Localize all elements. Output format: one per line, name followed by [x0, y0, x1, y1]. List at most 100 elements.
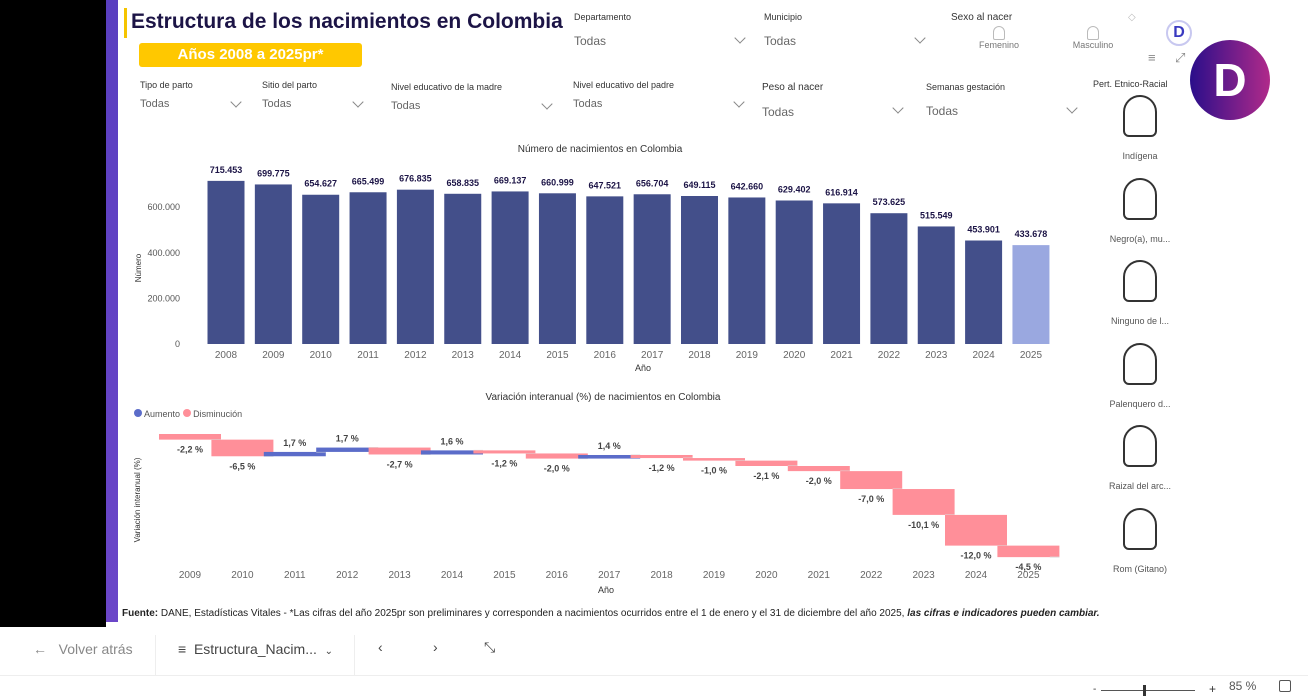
zoom-level: 85 %: [1229, 679, 1257, 693]
waterfall-bar: [211, 439, 274, 457]
filter-0[interactable]: Departamento Todas: [574, 12, 746, 48]
x-tick-label: 2024: [965, 570, 988, 581]
zoom-slider[interactable]: - +: [1093, 682, 1217, 696]
ethnic-option-0[interactable]: Indígena: [1100, 95, 1180, 161]
previous-page-button[interactable]: ‹: [378, 639, 383, 655]
filter-value: Todas: [573, 98, 603, 110]
ethnic-option-4[interactable]: Raizal del arc...: [1100, 425, 1180, 491]
x-tick-label: 2011: [357, 350, 379, 361]
bar-data-label: 573.625: [873, 197, 906, 207]
bar: [586, 196, 624, 344]
waterfall-data-label: -2,0 %: [806, 476, 832, 486]
waterfall-bar: [840, 471, 903, 490]
bar: [681, 196, 718, 344]
bar-data-label: 660.999: [541, 177, 574, 187]
x-tick-label: 2018: [650, 570, 673, 581]
bar: [396, 189, 434, 344]
bar: [302, 194, 340, 344]
back-label: Volver atrás: [58, 641, 133, 657]
ethnic-option-1[interactable]: Negro(a), mu...: [1100, 177, 1180, 244]
page-selector[interactable]: ≡ Estructura_Nacim... ⌄: [178, 641, 333, 657]
filter-3[interactable]: Sitio del parto Todas: [262, 80, 364, 110]
waterfall-bar: [735, 460, 798, 466]
x-tick-label: 2023: [925, 350, 948, 361]
x-tick-label: 2016: [594, 350, 617, 361]
ethnic-option-label: Rom (Gitano): [1112, 563, 1167, 574]
filter-icon[interactable]: ≡: [1148, 50, 1156, 65]
person-icon: [1123, 95, 1157, 137]
y-tick-label: 600.000: [147, 202, 180, 212]
x-tick-label: 2020: [755, 570, 778, 581]
bar: [823, 203, 861, 344]
bar: [207, 180, 245, 344]
waterfall-data-label: -10,1 %: [908, 520, 939, 530]
waterfall-data-label: -2,2 %: [177, 445, 203, 455]
collapse-icon[interactable]: ⤡: [484, 639, 496, 655]
bar: [444, 193, 482, 344]
waterfall-bar: [421, 450, 483, 455]
filter-label: Departamento: [574, 12, 632, 22]
back-button[interactable]: ← Volver atrás: [33, 641, 133, 657]
person-icon: [1123, 342, 1157, 385]
person-icon: [1123, 425, 1157, 467]
waterfall-data-label: -1,2 %: [649, 463, 675, 473]
waterfall-data-label: -2,1 %: [753, 471, 779, 481]
sex-masculino[interactable]: Masculino: [1068, 26, 1118, 50]
bar: [1012, 245, 1050, 344]
source-warning: las cifras e indicadores pueden cambiar.: [907, 608, 1100, 619]
sex-femenino[interactable]: Femenino: [975, 26, 1023, 50]
x-tick-label: 2021: [830, 350, 853, 361]
waterfall-chart-title: Variación interanual (%) de nacimientos …: [485, 392, 721, 403]
source-text: DANE, Estadísticas Vitales - *Las cifras…: [158, 608, 908, 619]
clear-sex-eraser-icon[interactable]: ◇: [1128, 12, 1136, 23]
x-tick-label: 2021: [808, 570, 831, 581]
filter-2[interactable]: Tipo de parto Todas: [140, 80, 242, 110]
bar-data-label: 433.678: [1015, 229, 1048, 239]
x-tick-label: 2022: [860, 570, 883, 581]
ethnic-option-5[interactable]: Rom (Gitano): [1100, 507, 1180, 574]
filter-label: Tipo de parto: [140, 80, 193, 90]
fit-to-page-icon[interactable]: [1279, 680, 1291, 692]
x-tick-label: 2012: [336, 570, 359, 581]
filter-label: Semanas gestación: [926, 82, 1006, 92]
ethnic-option-label: Negro(a), mu...: [1109, 233, 1171, 244]
next-page-button[interactable]: ›: [433, 639, 438, 655]
bar: [870, 213, 908, 344]
filter-label: Nivel educativo de la madre: [391, 82, 503, 92]
arrow-left-icon: ←: [33, 641, 47, 657]
filter-1[interactable]: Municipio Todas: [764, 12, 926, 48]
waterfall-data-label: -2,0 %: [544, 464, 570, 474]
filter-4[interactable]: Nivel educativo de la madre Todas: [391, 82, 553, 112]
filter-value: Todas: [762, 105, 795, 119]
filter-value: Todas: [140, 98, 170, 110]
waterfall-bar: [630, 454, 693, 459]
bottom-nav-bar: ← Volver atrás ≡ Estructura_Nacim... ⌄ ‹…: [0, 627, 1308, 699]
waterfall-bar: [525, 453, 588, 459]
waterfall-bar: [263, 451, 326, 457]
waterfall-bar: [892, 489, 955, 515]
ethnic-option-2[interactable]: Ninguno de l...: [1100, 260, 1180, 326]
title-accent: [124, 8, 127, 38]
waterfall-bar: [578, 454, 641, 459]
bar: [728, 197, 766, 344]
waterfall-bar: [368, 447, 431, 455]
legend-decrease: Disminución: [193, 409, 243, 419]
ethnic-option-label: Raizal del arc...: [1108, 481, 1172, 491]
y-tick-label: 0: [175, 339, 180, 349]
focus-mode-icon[interactable]: ⤢: [1175, 50, 1186, 65]
x-tick-label: 2016: [546, 570, 569, 581]
x-tick-label: 2011: [284, 570, 306, 581]
x-tick-label: 2020: [783, 350, 806, 361]
filter-7[interactable]: Semanas gestación Todas: [926, 82, 1078, 118]
bar: [775, 200, 813, 344]
bar-data-label: 515.549: [920, 210, 953, 220]
x-tick-label: 2014: [441, 570, 464, 581]
ethnic-option-3[interactable]: Palenquero d...: [1100, 342, 1180, 409]
filter-value: Todas: [262, 98, 292, 110]
x-tick-label: 2024: [972, 350, 995, 361]
sex-label: Sexo al nacer: [951, 12, 1013, 23]
filter-5[interactable]: Nivel educativo del padre Todas: [573, 80, 745, 110]
y-axis-label: Variación interanual (%): [133, 457, 142, 542]
x-tick-label: 2019: [736, 350, 759, 361]
filter-6[interactable]: Peso al nacer Todas: [762, 82, 904, 119]
